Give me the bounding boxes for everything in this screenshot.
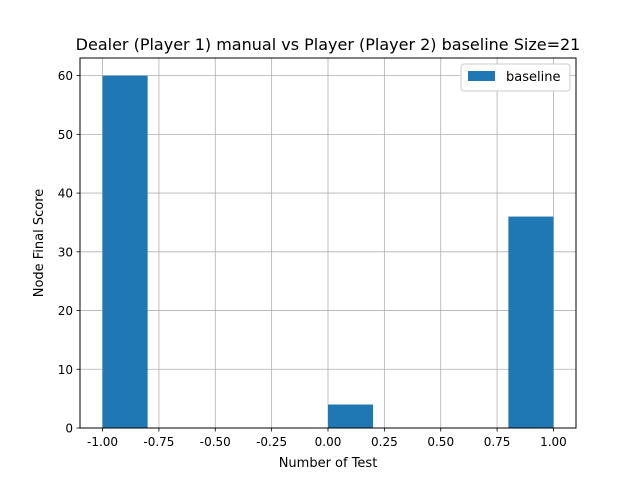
x-tick-label: -0.25 <box>256 435 287 449</box>
x-tick-label: 0.25 <box>371 435 398 449</box>
legend-label: baseline <box>506 70 560 85</box>
y-tick-label: 30 <box>58 245 73 259</box>
x-tick-label: 0.50 <box>427 435 454 449</box>
chart-title: Dealer (Player 1) manual vs Player (Play… <box>76 35 581 54</box>
x-axis-label: Number of Test <box>279 456 378 471</box>
x-tick-label: 1.00 <box>540 435 567 449</box>
legend-swatch <box>468 71 495 81</box>
bar <box>328 404 374 428</box>
bar <box>508 216 554 428</box>
x-tick-label: 0.00 <box>315 435 342 449</box>
legend: baseline <box>460 63 571 92</box>
x-tick-label: -1.00 <box>87 435 118 449</box>
y-axis-label: Node Final Score <box>32 189 47 298</box>
x-tick-label: -0.75 <box>143 435 174 449</box>
x-tick-label: 0.75 <box>484 435 511 449</box>
y-axis-ticks: 0 10 20 30 40 50 60 <box>58 69 80 436</box>
y-tick-label: 20 <box>58 304 73 318</box>
bar <box>102 75 148 428</box>
y-tick-label: 0 <box>65 422 73 436</box>
y-tick-label: 50 <box>58 128 73 142</box>
legend-box <box>460 63 571 92</box>
y-tick-label: 60 <box>58 69 73 83</box>
x-tick-label: -0.50 <box>200 435 231 449</box>
y-tick-label: 10 <box>58 363 73 377</box>
plot-area <box>79 57 577 429</box>
bars <box>102 75 554 428</box>
x-axis-ticks: -1.00 -0.75 -0.50 -0.25 0.00 0.25 0.50 0.75 1.00 <box>87 428 567 449</box>
y-tick-label: 40 <box>58 187 73 201</box>
